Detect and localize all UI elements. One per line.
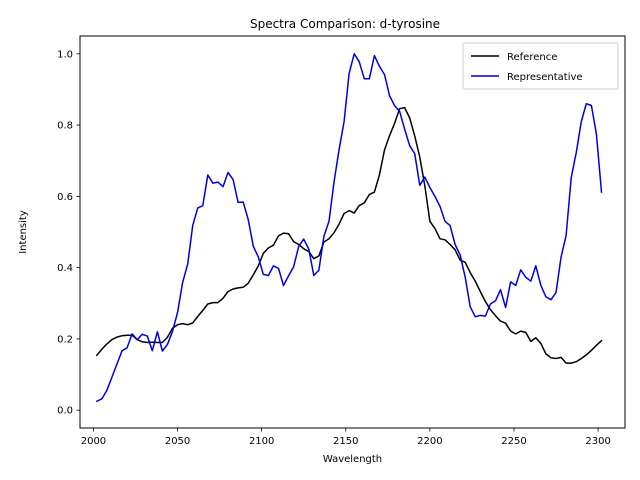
y-tick-label: 0.4 bbox=[57, 263, 73, 274]
x-tick-label: 2050 bbox=[165, 436, 190, 447]
x-tick-label: 2200 bbox=[417, 436, 442, 447]
x-tick-label: 2000 bbox=[81, 436, 106, 447]
y-tick-label: 0.2 bbox=[57, 334, 73, 345]
y-tick-label: 0.8 bbox=[57, 121, 73, 132]
x-tick-label: 2100 bbox=[249, 436, 274, 447]
series-line-reference bbox=[95, 106, 603, 364]
legend: Reference Representative bbox=[462, 42, 619, 90]
x-tick-label: 2250 bbox=[501, 436, 526, 447]
chart-title: Spectra Comparison: d-tyrosine bbox=[250, 17, 440, 31]
x-tick-label: 2150 bbox=[333, 436, 358, 447]
y-axis-label: Intensity bbox=[18, 210, 29, 254]
legend-label: Representative bbox=[507, 72, 583, 83]
series-line-representative bbox=[95, 53, 603, 403]
y-tick-label: 1.0 bbox=[57, 49, 73, 60]
x-axis-label: Wavelength bbox=[323, 454, 382, 465]
legend-box bbox=[462, 42, 619, 90]
y-tick-label: 0.6 bbox=[57, 192, 73, 203]
plot-frame bbox=[79, 35, 626, 429]
x-tick-label: 2300 bbox=[585, 436, 610, 447]
legend-label: Reference bbox=[507, 52, 557, 63]
y-tick-label: 0.0 bbox=[57, 406, 73, 417]
